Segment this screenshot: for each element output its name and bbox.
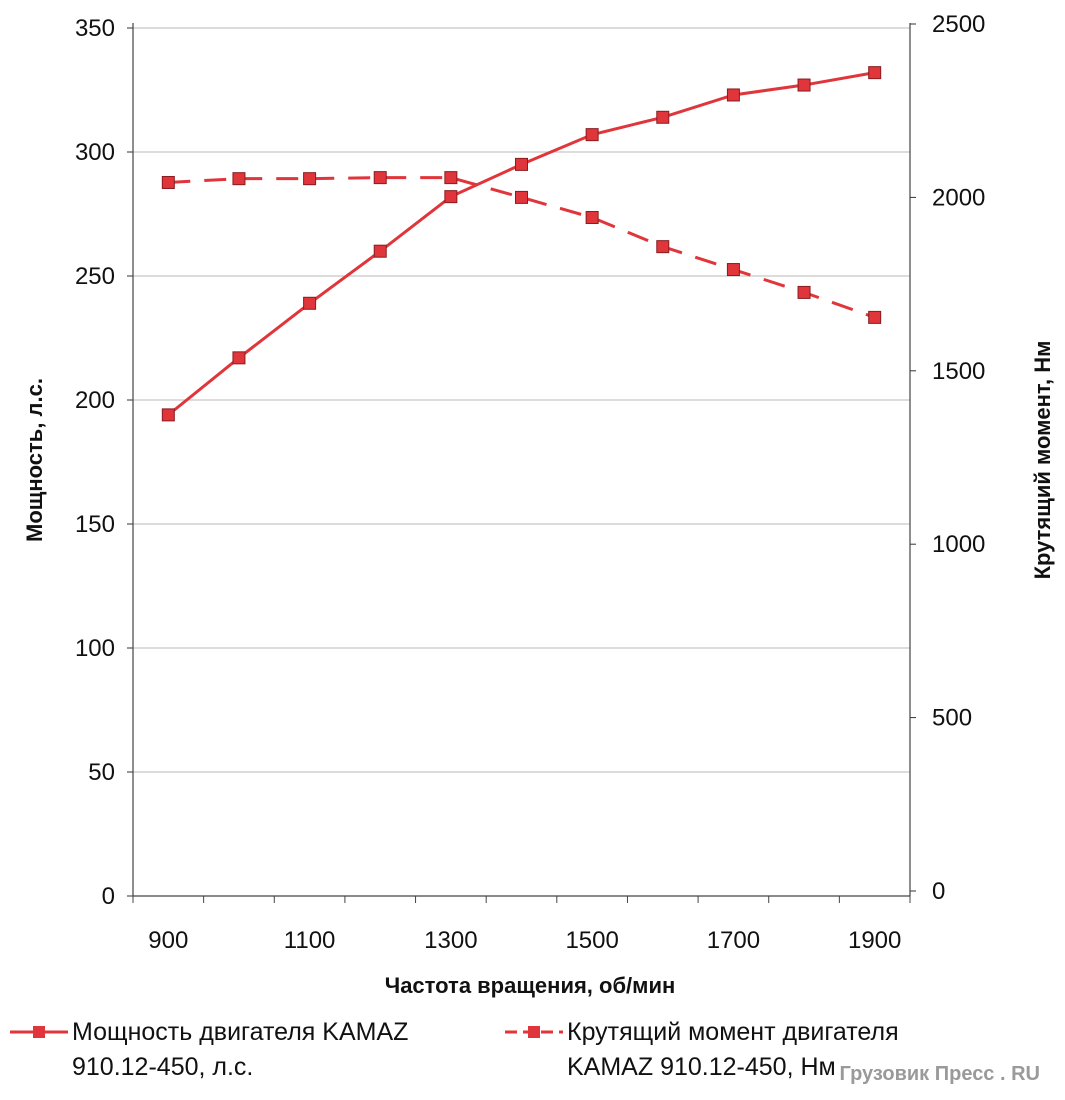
y2-tick-label: 1000 xyxy=(932,531,985,558)
data-point xyxy=(797,285,811,299)
legend-label-1: KAMAZ 910.12-450, Нм xyxy=(567,1053,836,1081)
y-tick-label: 0 xyxy=(102,883,115,910)
y-tick-label: 50 xyxy=(88,759,115,786)
data-point xyxy=(656,240,670,254)
data-point xyxy=(726,263,740,277)
data-point xyxy=(161,408,175,422)
data-point xyxy=(303,172,317,186)
x-tick-label: 1700 xyxy=(707,927,760,954)
y-tick-label: 250 xyxy=(75,263,115,290)
legend-label-1: Крутящий момент двигателя xyxy=(567,1018,899,1046)
watermark: Грузовик Пресс . RU xyxy=(840,1063,1040,1085)
legend: Мощность двигателя KAMAZ 910.12-450, л.с.… xyxy=(10,1018,899,1081)
data-point xyxy=(868,310,882,324)
series xyxy=(161,66,882,422)
data-point xyxy=(373,171,387,185)
data-point xyxy=(515,157,528,171)
data-point xyxy=(515,190,528,204)
data-point xyxy=(797,78,811,92)
legend-label-0: 910.12-450, л.с. xyxy=(72,1053,253,1081)
data-point xyxy=(232,351,246,365)
x-tick-label: 1300 xyxy=(424,927,477,954)
y2-axis-title: Крутящий момент, Нм xyxy=(1030,341,1055,580)
y2-tick-label: 500 xyxy=(932,705,972,732)
data-point xyxy=(161,175,175,189)
data-point xyxy=(656,110,670,124)
legend-marker-1 xyxy=(528,1026,540,1038)
gridlines xyxy=(133,27,910,773)
x-tick-label: 1900 xyxy=(848,927,901,954)
y-axis-title: Мощность, л.с. xyxy=(22,378,47,542)
x-axis-title: Частота вращения, об/мин xyxy=(385,973,676,998)
y-tick-label: 350 xyxy=(75,15,115,42)
x-tick-label: 900 xyxy=(148,927,188,954)
y-tick-label: 300 xyxy=(75,139,115,166)
data-point xyxy=(373,244,387,258)
series-line-0 xyxy=(167,71,875,417)
y-tick-label: 200 xyxy=(75,387,115,414)
series-line-1 xyxy=(168,176,876,319)
y-tick-label: 100 xyxy=(75,635,115,662)
data-point xyxy=(585,128,599,142)
x-tick-label: 1500 xyxy=(565,927,618,954)
y-tick-label: 150 xyxy=(75,511,115,538)
y2-tick-label: 2500 xyxy=(932,11,985,38)
data-point xyxy=(444,171,458,185)
data-point xyxy=(726,88,740,102)
x-tick-label: 1100 xyxy=(284,927,336,954)
data-point xyxy=(232,172,246,186)
y2-tick-label: 1500 xyxy=(932,358,985,385)
y2-tick-label: 2000 xyxy=(932,184,985,211)
data-point xyxy=(303,296,317,310)
data-point xyxy=(444,190,458,204)
legend-marker-0 xyxy=(33,1026,45,1038)
data-point xyxy=(585,211,599,225)
axes: 0 50 100 150 200 250 300 350 0 500 1000 1500 2000 250… xyxy=(75,11,985,954)
data-point xyxy=(868,66,882,80)
legend-label-0: Мощность двигателя KAMAZ xyxy=(72,1018,408,1046)
y2-tick-label: 0 xyxy=(932,878,945,905)
